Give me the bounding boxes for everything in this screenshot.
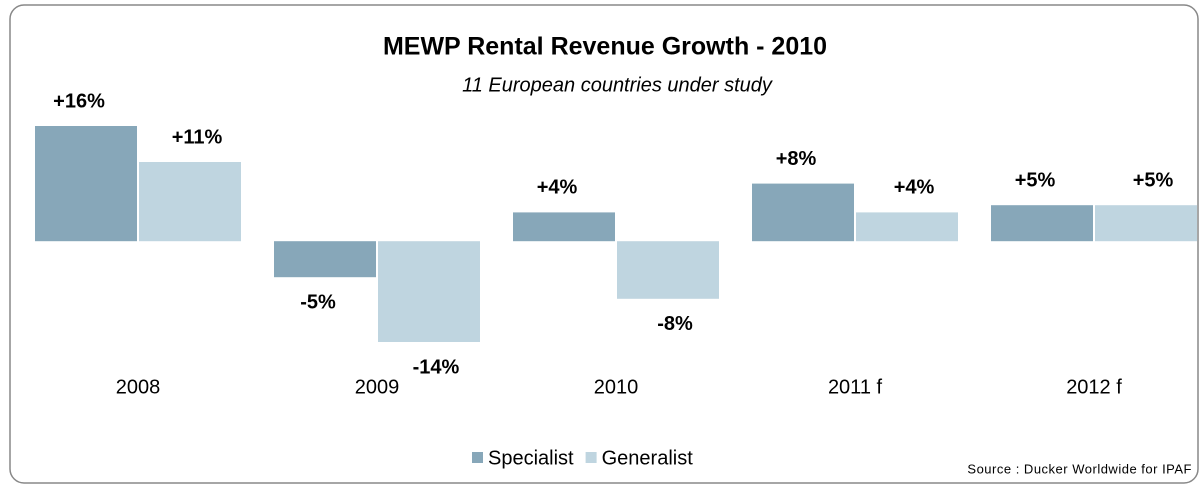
- chart-title: MEWP Rental Revenue Growth - 2010: [383, 33, 827, 61]
- data-label: +16%: [53, 90, 105, 112]
- bar: [752, 183, 854, 242]
- bar: [617, 241, 719, 299]
- bar: [991, 205, 1093, 242]
- legend-swatch: [585, 452, 597, 463]
- bar: [856, 212, 958, 242]
- x-tick-label: 2011 f: [828, 376, 883, 398]
- chart-subtitle: 11 European countries under study: [462, 74, 773, 96]
- data-label: -14%: [413, 356, 460, 378]
- source-note: Source : Ducker Worldwide for IPAF: [967, 461, 1192, 476]
- data-label: +4%: [894, 177, 935, 199]
- bar: [139, 162, 241, 242]
- data-label: +5%: [1133, 169, 1174, 191]
- legend-label: Specialist: [488, 447, 574, 469]
- x-tick-label: 2008: [116, 376, 161, 398]
- data-label: +4%: [537, 177, 578, 199]
- x-tick-label: 2012 f: [1066, 376, 1122, 398]
- bar: [35, 126, 137, 242]
- legend-label: Generalist: [602, 447, 694, 469]
- bar: [1095, 205, 1197, 242]
- bar: [274, 241, 376, 278]
- data-label: +8%: [776, 148, 817, 170]
- data-label: -5%: [300, 291, 336, 313]
- legend-swatch: [472, 452, 483, 463]
- x-tick-label: 2010: [594, 376, 639, 398]
- frame: [9, 4, 1199, 484]
- data-label: +5%: [1015, 169, 1056, 191]
- data-label: +11%: [172, 126, 223, 148]
- bar: [513, 212, 615, 242]
- x-tick-label: 2009: [355, 376, 400, 398]
- data-label: -8%: [657, 313, 693, 335]
- bar: [378, 241, 480, 342]
